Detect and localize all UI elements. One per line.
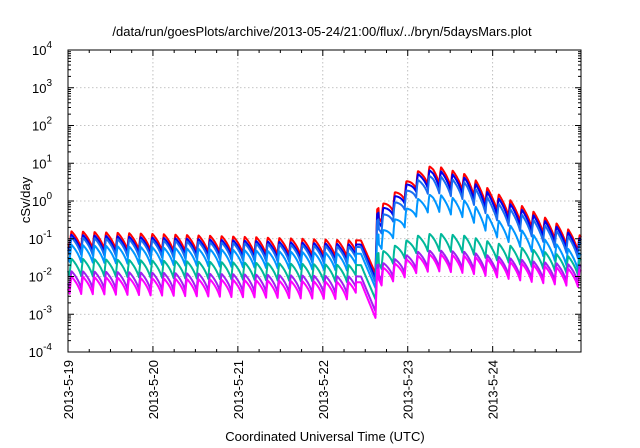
series-line-blue-light [67, 193, 582, 289]
chart-title: /data/run/goesPlots/archive/2013-05-24/2… [112, 24, 532, 39]
y-tick-label: 10-3 [29, 304, 53, 322]
x-tick-label: 2013-5-20 [146, 360, 161, 419]
x-tick-label: 2013-5-21 [231, 360, 246, 419]
x-tick-label: 2013-5-23 [401, 360, 416, 419]
grid-lines [67, 50, 581, 352]
x-tick-label: 2013-5-19 [61, 360, 76, 419]
x-tick-label: 2013-5-24 [486, 360, 501, 419]
y-tick-label: 10-2 [29, 267, 53, 285]
series-group [67, 165, 582, 319]
y-tick-label: 102 [32, 116, 52, 134]
y-tick-label: 103 [32, 78, 52, 96]
x-tick-label: 2013-5-22 [316, 360, 331, 419]
y-tick-label: 104 [32, 40, 52, 58]
x-tick-labels: 2013-5-19 2013-5-20 2013-5-21 2013-5-22 2013… [61, 360, 501, 419]
y-tick-label: 100 [32, 191, 52, 209]
y-tick-labels: 10-4 10-3 10-2 10-1 100 101 102 103 104 [29, 40, 53, 360]
series-line-teal [67, 233, 582, 301]
y-tick-label: 10-1 [29, 229, 53, 247]
y-axis-label: cSv/day [18, 176, 33, 223]
y-tick-label: 10-4 [29, 342, 53, 360]
axis-ticks [67, 49, 581, 353]
series-line-magenta [67, 253, 582, 319]
x-axis-label: Coordinated Universal Time (UTC) [225, 429, 424, 444]
y-tick-label: 101 [32, 153, 52, 171]
